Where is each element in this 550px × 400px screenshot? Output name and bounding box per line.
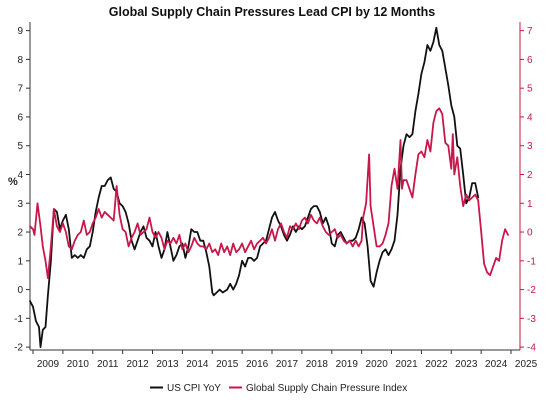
y-right-tick-label: 0 [527, 228, 533, 239]
y-left-tick-label: -2 [14, 343, 23, 354]
y-right-tick-label: 6 [527, 55, 533, 66]
y-right-tick-label: -3 [527, 314, 536, 325]
x-tick-label: 2018 [306, 359, 329, 370]
x-tick-label: 2013 [156, 359, 179, 370]
chart-title: Global Supply Chain Pressures Lead CPI b… [109, 5, 436, 19]
y-right-tick-label: 3 [527, 141, 533, 152]
x-tick-label: 2015 [216, 359, 239, 370]
series-line-us-cpi-yoy [29, 26, 480, 349]
y-left-tick-label: -1 [14, 314, 23, 325]
x-tick-label: 2011 [97, 359, 119, 370]
y-axis-label-left: % [8, 176, 18, 188]
y-left-tick-label: 0 [17, 285, 23, 296]
y-left-tick-label: 2 [17, 228, 23, 239]
x-tick-label: 2022 [425, 359, 448, 370]
y-axis-left-ticks: -2 -1 0 1 2 3 4 5 6 7 8 9 [14, 26, 30, 354]
y-right-tick-label: 7 [527, 26, 533, 37]
axes [29, 22, 521, 351]
y-left-tick-label: 5 [17, 141, 23, 152]
y-right-tick-label: 1 [527, 199, 533, 210]
legend-label: US CPI YoY [167, 383, 221, 394]
x-tick-label: 2017 [276, 359, 299, 370]
legend: US CPI YoY Global Supply Chain Pressure I… [150, 383, 407, 394]
x-tick-label: 2023 [455, 359, 478, 370]
x-axis-ticks: 2009 2010 2011 2012 2013 2014 2015 2016 2017 2018… [32, 350, 538, 370]
y-right-tick-label: -4 [527, 343, 536, 354]
x-tick-label: 2014 [186, 359, 209, 370]
y-left-tick-label: 9 [17, 26, 23, 37]
y-left-tick-label: 6 [17, 112, 23, 123]
x-tick-label: 2010 [67, 359, 90, 370]
y-right-tick-label: 5 [527, 84, 533, 95]
y-right-tick-label: 2 [527, 170, 533, 181]
series-layer [29, 26, 509, 349]
y-axis-right-ticks: -4 -3 -2 -1 0 1 2 3 4 5 6 7 [520, 26, 536, 354]
y-left-tick-label: 3 [17, 199, 23, 210]
y-right-tick-label: 4 [527, 112, 533, 123]
y-left-tick-label: 8 [17, 55, 23, 66]
x-tick-label: 2021 [395, 359, 418, 370]
y-right-tick-label: -2 [527, 285, 536, 296]
y-right-tick-label: -1 [527, 256, 536, 267]
x-tick-label: 2012 [126, 359, 149, 370]
legend-label: Global Supply Chain Pressure Index [246, 383, 407, 394]
x-tick-label: 2009 [37, 359, 60, 370]
series-line-gscpi [29, 107, 509, 280]
y-left-tick-label: 7 [17, 84, 23, 95]
y-left-tick-label: 1 [17, 256, 23, 267]
x-tick-label: 2024 [485, 359, 508, 370]
x-tick-label: 2025 [515, 359, 538, 370]
x-tick-label: 2019 [336, 359, 359, 370]
y-left-tick-label: 4 [17, 170, 23, 181]
x-tick-label: 2016 [246, 359, 269, 370]
x-tick-label: 2020 [366, 359, 389, 370]
